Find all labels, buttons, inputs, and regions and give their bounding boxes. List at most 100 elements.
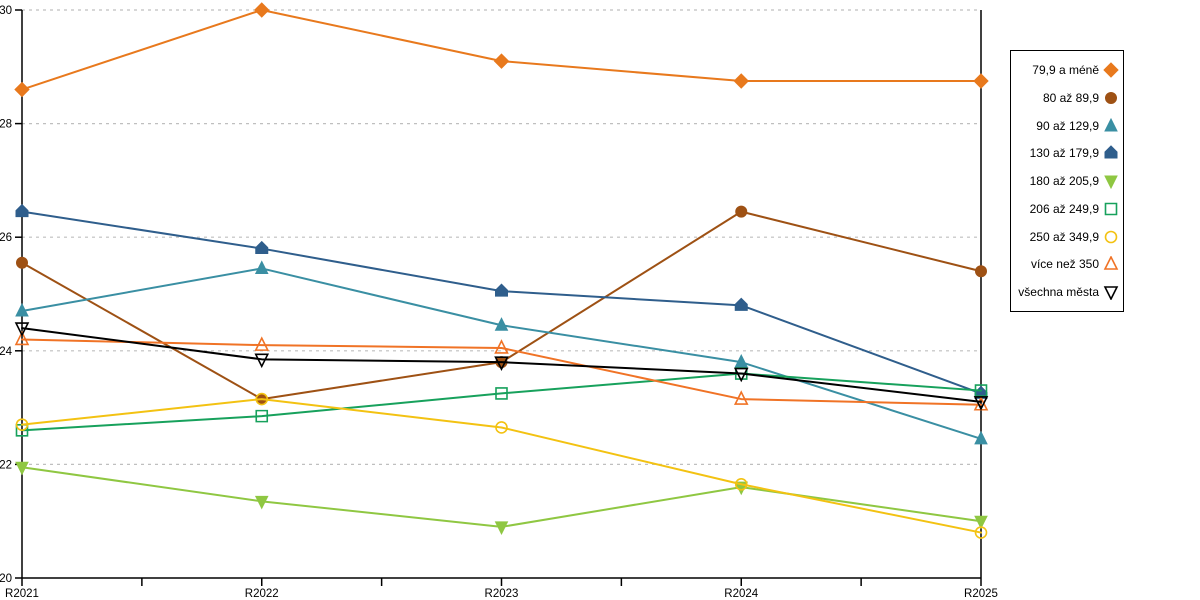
x-tick-label: R2025 — [964, 588, 998, 600]
series-line — [21, 338, 982, 406]
data-point-marker — [255, 392, 269, 406]
data-point-marker — [255, 409, 269, 423]
square-icon — [1104, 202, 1118, 216]
legend-item-label: více než 350 — [1030, 257, 1099, 272]
data-point-marker — [1104, 202, 1118, 216]
data-point-marker — [495, 387, 508, 400]
legend-item: 79,9 a méně — [1013, 57, 1119, 83]
legend-item: 90 až 129,9 — [1013, 113, 1119, 139]
y-tick-label: 28 — [0, 119, 12, 131]
y-tick-label: 24 — [0, 346, 13, 358]
data-point-marker — [973, 73, 989, 89]
circle-icon — [1104, 230, 1118, 243]
data-point-marker — [15, 418, 29, 431]
legend-item-label: všechna města — [1018, 285, 1099, 299]
legend-item-label: 79,9 a méně — [1032, 63, 1099, 77]
data-point-marker — [254, 336, 270, 351]
data-point-marker — [1104, 175, 1118, 189]
pentagon-icon — [1104, 145, 1118, 159]
data-point-marker — [974, 430, 988, 445]
series-line — [21, 466, 982, 528]
series-line — [21, 372, 982, 432]
x-tick-label: R2021 — [5, 588, 39, 600]
data-point-marker — [16, 256, 28, 269]
data-point-marker — [974, 515, 988, 530]
series-250-a-349-9 — [15, 392, 988, 539]
legend-item: 180 až 205,9 — [1013, 168, 1119, 194]
y-tick-label: 22 — [0, 459, 12, 471]
data-point-marker — [733, 73, 749, 89]
data-point-marker — [734, 477, 748, 491]
data-point-marker — [1104, 145, 1118, 159]
data-point-marker — [255, 240, 269, 255]
data-point-marker — [735, 205, 748, 218]
data-point-marker — [1104, 230, 1118, 243]
x-tick-label: R2024 — [724, 588, 758, 600]
data-point-marker — [1103, 286, 1119, 300]
legend-item: 80 až 89,9 — [1013, 85, 1119, 111]
data-point-marker — [734, 354, 749, 368]
circle-icon — [1105, 91, 1117, 104]
data-point-marker — [495, 283, 508, 297]
triangle-down-icon — [1104, 175, 1118, 189]
data-point-marker — [494, 317, 509, 331]
legend-item: 206 až 249,9 — [1013, 196, 1119, 222]
data-point-marker — [254, 353, 270, 369]
legend-item-label: 206 až 249,9 — [1029, 201, 1099, 216]
legend: 79,9 a méně 80 až 89,9 90 až 129,9 130 až 1… — [1010, 50, 1124, 312]
data-point-marker — [733, 367, 749, 383]
legend-item: 130 až 179,9 — [1013, 140, 1119, 166]
series-line — [21, 327, 982, 403]
series-line — [21, 9, 982, 91]
legend-item: všechna města — [1013, 279, 1119, 305]
legend-item: 250 až 349,9 — [1013, 224, 1119, 250]
data-point-marker — [1103, 256, 1119, 271]
triangle-down-icon — [1103, 286, 1119, 300]
data-point-marker — [733, 390, 749, 405]
data-point-marker — [493, 53, 510, 69]
data-point-marker — [494, 521, 509, 535]
data-point-marker — [15, 461, 29, 476]
legend-item-label: 90 až 129,9 — [1036, 118, 1099, 133]
legend-item-label: 130 až 179,9 — [1029, 146, 1099, 161]
data-point-marker — [734, 297, 748, 311]
data-point-marker — [14, 322, 30, 337]
diamond-icon — [1103, 62, 1119, 78]
series-v-echna-m-sta — [14, 322, 989, 411]
series-90-a-129-9 — [15, 260, 988, 445]
legend-item-label: 250 až 349,9 — [1029, 229, 1099, 244]
data-point-marker — [1105, 91, 1117, 104]
data-point-marker — [974, 384, 988, 397]
data-point-marker — [494, 356, 509, 371]
legend-item-label: 180 až 205,9 — [1029, 174, 1099, 188]
x-tick-label: R2022 — [245, 588, 279, 600]
y-tick-label: 30 — [0, 5, 12, 17]
series-line — [21, 210, 982, 401]
data-point-marker — [15, 203, 29, 218]
series-80-a-89-9 — [16, 205, 987, 406]
triangle-up-icon — [1103, 256, 1119, 271]
data-point-marker — [1103, 62, 1119, 78]
data-point-marker — [495, 421, 508, 434]
y-tick-label: 26 — [0, 232, 12, 244]
data-point-marker — [254, 495, 269, 510]
y-tick-label: 20 — [0, 573, 12, 585]
series-line — [21, 398, 982, 534]
data-point-marker — [975, 265, 987, 278]
series-180-a-205-9 — [15, 461, 988, 535]
data-point-marker — [974, 526, 988, 539]
legend-item-label: 80 až 89,9 — [1042, 90, 1099, 105]
data-point-marker — [973, 396, 989, 411]
data-point-marker — [15, 302, 29, 317]
data-point-marker — [254, 2, 270, 18]
data-point-marker — [254, 260, 269, 274]
data-point-marker — [494, 339, 509, 354]
x-tick-label: R2023 — [485, 588, 519, 600]
data-point-marker — [1104, 117, 1118, 131]
data-point-marker — [14, 330, 30, 346]
triangle-up-icon — [1104, 117, 1118, 131]
legend-item: více než 350 — [1013, 251, 1119, 277]
data-point-marker — [14, 81, 30, 98]
